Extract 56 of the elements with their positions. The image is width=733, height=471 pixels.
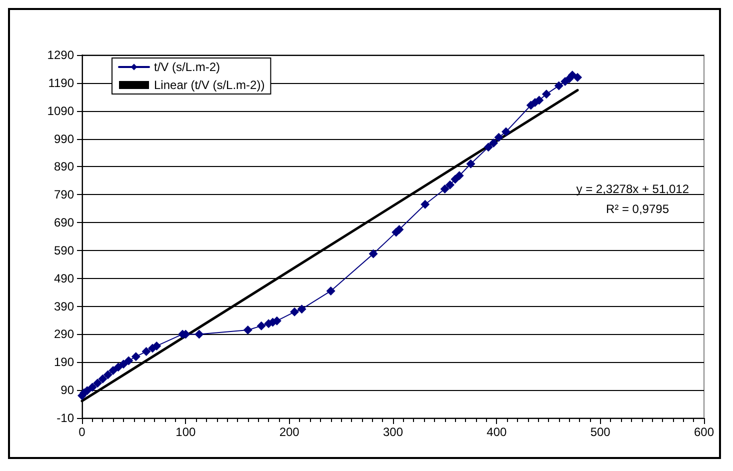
point <box>256 321 266 330</box>
x-tick-label: 600 <box>694 425 714 439</box>
point <box>494 132 504 142</box>
y-tick-label: 490 <box>54 271 74 286</box>
y-tick-label: 190 <box>54 355 74 370</box>
point <box>98 374 108 384</box>
point <box>484 142 493 152</box>
point <box>142 347 151 356</box>
y-tick-label: 290 <box>54 327 74 342</box>
x-tick-label: 0 <box>78 425 86 439</box>
point <box>454 171 464 180</box>
x-tick-label: 500 <box>590 425 611 439</box>
point <box>368 249 378 258</box>
legend-label: t/V (s/L.m-2) <box>154 60 220 74</box>
point <box>124 356 134 366</box>
point <box>446 180 455 190</box>
point <box>440 184 450 194</box>
point <box>326 286 336 296</box>
point <box>114 362 123 372</box>
point <box>489 138 498 148</box>
point <box>290 307 300 316</box>
y-tick-label: 890 <box>54 160 74 174</box>
y-tick-label: 1090 <box>47 104 74 118</box>
point <box>103 370 112 380</box>
point <box>194 330 204 339</box>
point <box>501 127 510 136</box>
point <box>450 174 460 184</box>
point <box>243 326 252 335</box>
point <box>108 366 118 376</box>
y-tick-label: 690 <box>54 216 74 230</box>
point <box>131 352 140 362</box>
point <box>118 360 128 369</box>
x-tick-label: 400 <box>486 425 507 439</box>
point <box>297 304 306 314</box>
y-tick-label: 790 <box>54 188 74 202</box>
point <box>420 200 430 209</box>
y-tick-label: 990 <box>54 132 74 146</box>
y-tick-label: 590 <box>54 243 74 258</box>
y-tick-label: 390 <box>54 299 74 314</box>
point <box>394 225 404 234</box>
y-tick-label: 1190 <box>48 76 74 90</box>
point <box>152 341 162 350</box>
x-tick-label: 100 <box>176 425 196 439</box>
x-tick-label: 200 <box>279 425 300 439</box>
legend-label: Linear (t/V (s/L.m-2)) <box>154 78 265 92</box>
annotation: R² = 0,9795 <box>606 202 670 216</box>
point <box>88 382 97 392</box>
x-tick-label: 300 <box>382 425 404 439</box>
y-tick-label: 1290 <box>47 48 74 62</box>
point <box>93 378 102 388</box>
y-tick-label: -10 <box>56 411 74 425</box>
y-tick-label: 90 <box>60 383 74 398</box>
point <box>542 90 551 99</box>
point <box>573 72 582 82</box>
point <box>554 81 564 90</box>
point <box>466 159 476 168</box>
